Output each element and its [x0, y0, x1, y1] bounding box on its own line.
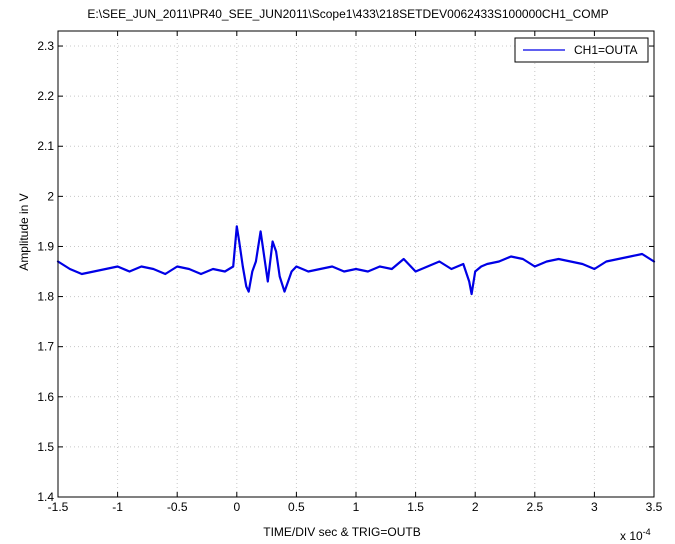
data-point: [617, 258, 620, 260]
x-axis-label: TIME/DIV sec & TRIG=OUTB: [263, 525, 420, 539]
chart-title: E:\SEE_JUN_2011\PR40_SEE_JUN2011\Scope1\…: [87, 7, 608, 21]
y-tick-label: 1.4: [37, 490, 54, 504]
data-point: [581, 263, 584, 265]
x-tick-label: 0: [233, 500, 240, 514]
data-point: [319, 268, 322, 270]
data-point: [236, 225, 238, 228]
x-tick-label: 1: [353, 500, 360, 514]
data-point: [232, 265, 235, 268]
y-tick-label: 1.8: [37, 290, 54, 304]
data-point: [510, 255, 512, 258]
ticks: -1.5 -1 -0.5 0 0.5 1 1.5 2 2.5 3 3.5 1.4 1.5 1.6 1.7 1.…: [37, 31, 663, 514]
y-tick-label: 2.2: [37, 89, 54, 103]
data-point: [468, 280, 471, 283]
data-point: [263, 255, 266, 258]
data-point: [224, 270, 226, 273]
y-tick-label: 2.1: [37, 139, 54, 153]
data-point: [241, 265, 244, 268]
data-point: [152, 268, 155, 270]
data-point: [486, 263, 488, 265]
data-point: [301, 268, 304, 270]
data-point: [470, 293, 473, 295]
data-point: [534, 265, 536, 268]
data-point: [116, 265, 119, 268]
x-tick-label: 2: [472, 500, 479, 514]
x-exponent-label: x 10-4: [620, 527, 651, 543]
data-point: [176, 265, 178, 268]
data-point: [128, 270, 131, 273]
y-tick-label: 1.5: [37, 440, 54, 454]
data-point: [283, 290, 286, 293]
data-point: [355, 268, 357, 270]
data-point: [278, 275, 281, 278]
data-point: [69, 268, 71, 270]
y-tick-label: 2: [47, 189, 54, 203]
y-tick-label: 1.6: [37, 390, 54, 404]
data-point: [498, 260, 500, 263]
data-point: [275, 250, 277, 253]
data-point: [212, 268, 214, 270]
data-point: [462, 263, 465, 265]
x-tick-label: 1.5: [407, 500, 424, 514]
data-point: [81, 273, 83, 275]
data-point: [522, 258, 524, 260]
data-point: [480, 265, 482, 268]
y-tick-label: 1.7: [37, 340, 54, 354]
x-tick-label: 0.5: [288, 500, 305, 514]
data-point: [247, 290, 250, 293]
data-point: [188, 268, 190, 270]
x-tick-label: -1.5: [48, 500, 69, 514]
data-point: [92, 270, 95, 273]
data-point: [266, 280, 269, 283]
data-point: [295, 265, 298, 268]
y-axis-label: Amplitude in V: [17, 193, 31, 270]
data-point: [557, 258, 560, 260]
data-point: [414, 270, 417, 273]
data-point: [379, 265, 381, 268]
data-point: [251, 270, 254, 273]
data-point: [593, 268, 596, 270]
data-point: [641, 253, 643, 255]
data-point: [259, 230, 262, 233]
plot-frame: [57, 30, 655, 498]
x-tick-label: 2.5: [526, 500, 543, 514]
data-point: [290, 270, 293, 273]
x-tick-label: 3.5: [646, 500, 663, 514]
data-point: [287, 280, 289, 283]
x-exponent-power: -4: [643, 527, 651, 537]
data-point: [390, 268, 393, 270]
data-point: [255, 260, 257, 263]
data-point: [307, 270, 310, 273]
data-point: [104, 268, 107, 270]
data-point: [164, 273, 167, 275]
legend: CH1=OUTA: [514, 37, 649, 63]
data-point: [200, 273, 202, 275]
data-point: [474, 270, 477, 273]
x-exponent-base: x 10: [620, 529, 643, 543]
data-point: [545, 260, 548, 263]
x-tick-label: -0.5: [167, 500, 188, 514]
data-point: [438, 260, 441, 263]
legend-label-ch1: CH1=OUTA: [574, 43, 637, 57]
y-tick-label: 2.3: [37, 39, 54, 53]
data-point: [238, 240, 240, 243]
data-point: [450, 268, 453, 270]
x-tick-label: 3: [591, 500, 598, 514]
y-tick-label: 1.9: [37, 239, 54, 253]
data-point: [402, 258, 405, 260]
data-point: [367, 270, 369, 273]
data-point: [245, 285, 248, 288]
x-tick-label: -1: [112, 500, 123, 514]
data-point: [140, 265, 143, 268]
data-point: [629, 255, 631, 258]
data-point: [331, 265, 333, 268]
data-point: [605, 260, 608, 263]
data-point: [569, 260, 572, 263]
data-point: [343, 270, 345, 273]
data-point: [271, 240, 274, 243]
data-point: [426, 265, 429, 268]
